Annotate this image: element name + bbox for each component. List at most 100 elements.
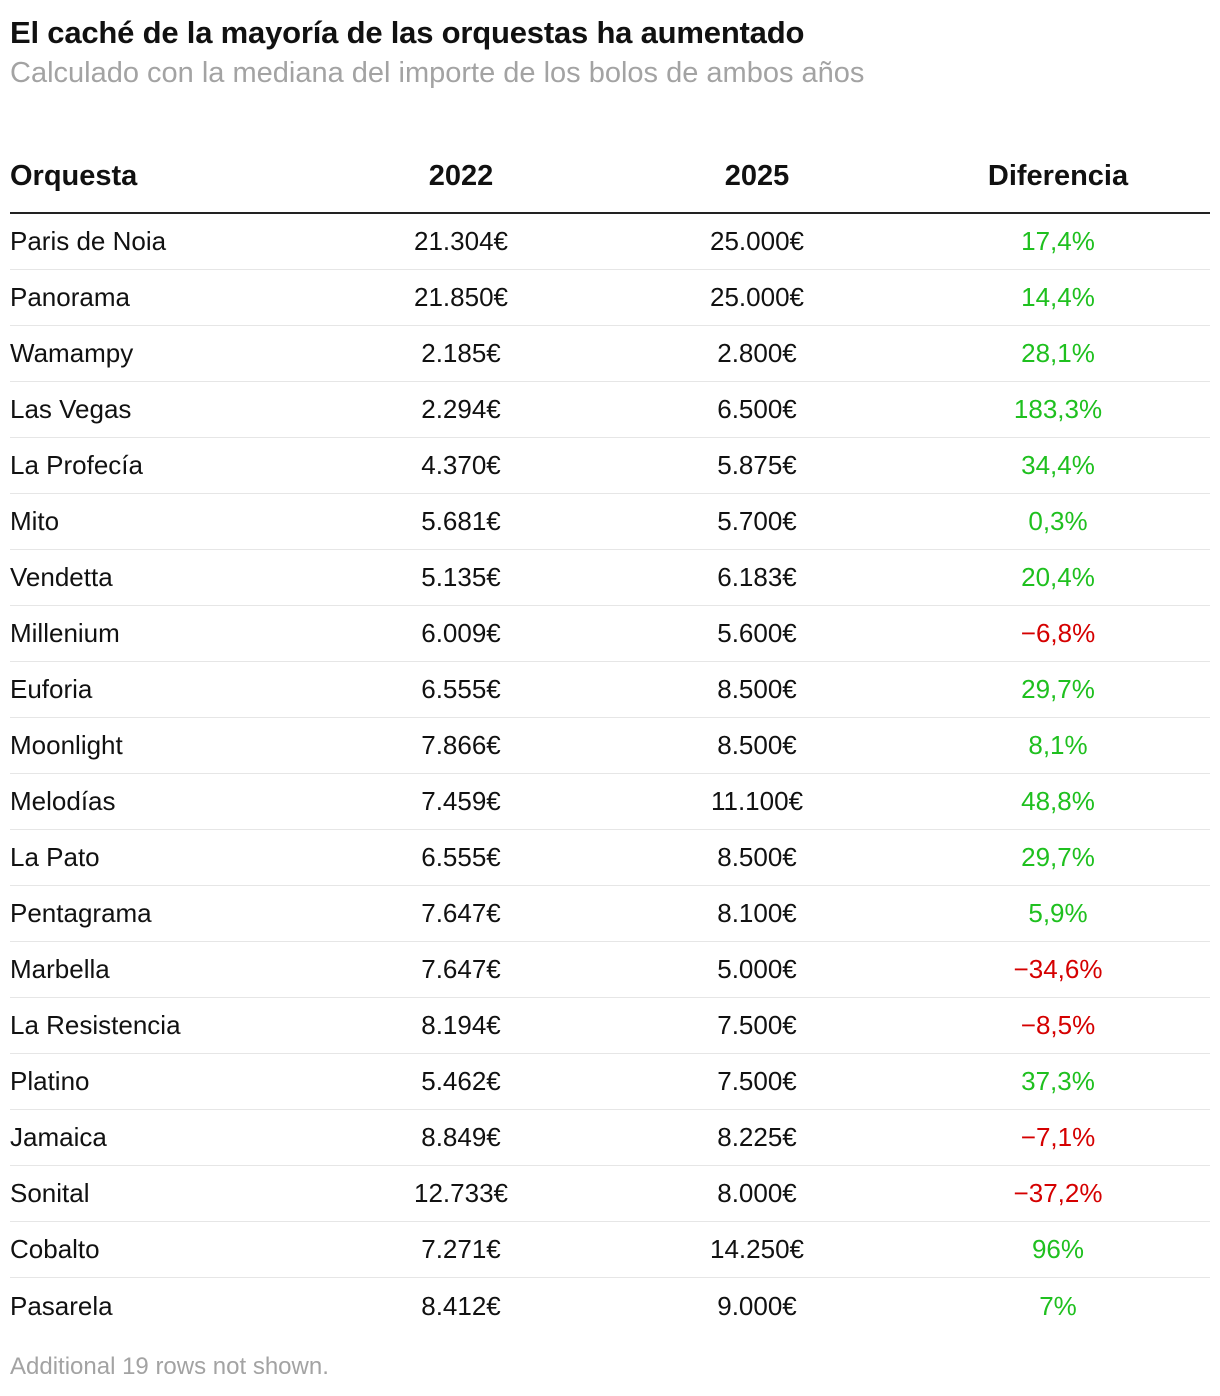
cell-orquesta: Las Vegas	[10, 394, 132, 424]
cell-2025: 8.500€	[717, 842, 797, 872]
cell-2022: 2.185€	[421, 338, 501, 368]
cell-orquesta: La Profecía	[10, 450, 143, 480]
cell-orquesta: Panorama	[10, 282, 130, 312]
table-header-row: Orquesta 2022 2025 Diferencia	[10, 140, 1210, 214]
cell-2022: 6.555€	[421, 842, 501, 872]
cell-2025: 8.000€	[717, 1178, 797, 1208]
cell-2022: 12.733€	[414, 1178, 508, 1208]
cell-2022: 7.459€	[421, 786, 501, 816]
table-row: Las Vegas 2.294€ 6.500€ 183,3%	[10, 382, 1210, 438]
cell-diferencia: 34,4%	[1021, 450, 1095, 480]
column-header-orquesta[interactable]: Orquesta	[10, 159, 138, 192]
cell-diferencia: 183,3%	[1013, 394, 1103, 424]
table-row: Pentagrama 7.647€ 8.100€ 5,9%	[10, 886, 1210, 942]
table-row: Paris de Noia 21.304€ 25.000€ 17,4%	[10, 214, 1210, 270]
table-row: Vendetta 5.135€ 6.183€ 20,4%	[10, 550, 1210, 606]
cell-orquesta: Pasarela	[10, 1290, 113, 1321]
cell-2025: 8.225€	[717, 1122, 797, 1152]
cell-orquesta: Marbella	[10, 954, 110, 984]
cell-diferencia: 17,4%	[1021, 226, 1095, 256]
cell-diferencia: 7%	[1039, 1290, 1077, 1321]
cell-diferencia: 29,7%	[1021, 842, 1095, 872]
cell-2022: 5.135€	[421, 562, 501, 592]
cell-diferencia: −34,6%	[1013, 954, 1103, 984]
cell-2022: 6.009€	[421, 618, 501, 648]
cell-diferencia: 5,9%	[1028, 898, 1088, 928]
cell-2022: 2.294€	[421, 394, 501, 424]
table-row: Melodías 7.459€ 11.100€ 48,8%	[10, 774, 1210, 830]
cell-diferencia: −8,5%	[1020, 1010, 1096, 1040]
cell-2025: 8.100€	[717, 898, 797, 928]
table-row: Euforia 6.555€ 8.500€ 29,7%	[10, 662, 1210, 718]
cell-2025: 11.100€	[710, 786, 804, 816]
cell-2025: 25.000€	[710, 226, 804, 256]
cell-orquesta: Cobalto	[10, 1234, 100, 1264]
cell-orquesta: Platino	[10, 1066, 90, 1096]
cell-2022: 8.849€	[421, 1122, 501, 1152]
cell-diferencia: 0,3%	[1028, 506, 1088, 536]
table-row: Sonital 12.733€ 8.000€ −37,2%	[10, 1166, 1210, 1222]
cell-2022: 5.681€	[421, 506, 501, 536]
table-body: Paris de Noia 21.304€ 25.000€ 17,4% Panorama…	[10, 214, 1210, 1334]
chart-title: El caché de la mayoría de las orquestas …	[10, 15, 805, 50]
table-row: Millenium 6.009€ 5.600€ −6,8%	[10, 606, 1210, 662]
cell-2022: 6.555€	[421, 674, 501, 704]
column-header-2025[interactable]: 2025	[724, 159, 790, 192]
cell-2025: 2.800€	[717, 338, 797, 368]
table-row: Panorama 21.850€ 25.000€ 14,4%	[10, 270, 1210, 326]
cell-2022: 7.866€	[421, 730, 501, 760]
cell-2025: 9.000€	[717, 1290, 797, 1321]
table-row: Moonlight 7.866€ 8.500€ 8,1%	[10, 718, 1210, 774]
table-row: La Profecía 4.370€ 5.875€ 34,4%	[10, 438, 1210, 494]
footnote: Additional 19 rows not shown.	[10, 1353, 329, 1380]
cell-2022: 7.271€	[421, 1234, 501, 1264]
cell-orquesta: Pentagrama	[10, 898, 152, 928]
cell-orquesta: Millenium	[10, 618, 120, 648]
table-row: Mito 5.681€ 5.700€ 0,3%	[10, 494, 1210, 550]
cell-diferencia: 8,1%	[1028, 730, 1088, 760]
cell-2022: 7.647€	[421, 898, 501, 928]
column-header-2022[interactable]: 2022	[428, 159, 494, 192]
cell-diferencia: 28,1%	[1021, 338, 1095, 368]
chart-subtitle: Calculado con la mediana del importe de …	[10, 57, 865, 89]
cell-orquesta: Euforia	[10, 674, 93, 704]
cell-diferencia: 20,4%	[1021, 562, 1095, 592]
cell-2022: 8.194€	[421, 1010, 501, 1040]
table-row: La Pato 6.555€ 8.500€ 29,7%	[10, 830, 1210, 886]
table-row: Platino 5.462€ 7.500€ 37,3%	[10, 1054, 1210, 1110]
cell-diferencia: 29,7%	[1021, 674, 1095, 704]
cell-diferencia: 96%	[1031, 1234, 1085, 1264]
cell-2022: 8.412€	[421, 1290, 501, 1321]
cell-2022: 5.462€	[421, 1066, 501, 1096]
cell-2025: 7.500€	[717, 1066, 797, 1096]
cell-orquesta: Moonlight	[10, 730, 123, 760]
cell-orquesta: Wamampy	[10, 338, 134, 368]
table-row: Marbella 7.647€ 5.000€ −34,6%	[10, 942, 1210, 998]
table-row: Wamampy 2.185€ 2.800€ 28,1%	[10, 326, 1210, 382]
table-row: Jamaica 8.849€ 8.225€ −7,1%	[10, 1110, 1210, 1166]
cell-orquesta: Vendetta	[10, 562, 113, 592]
cell-diferencia: −7,1%	[1020, 1122, 1096, 1152]
chart-container: El caché de la mayoría de las orquestas …	[10, 0, 1210, 1321]
cell-orquesta: La Resistencia	[10, 1010, 181, 1040]
cell-2025: 25.000€	[710, 282, 804, 312]
column-header-diferencia[interactable]: Diferencia	[987, 159, 1129, 192]
cell-2025: 5.875€	[717, 450, 797, 480]
cell-orquesta: Mito	[10, 506, 60, 536]
cell-2025: 5.600€	[717, 618, 797, 648]
cell-diferencia: 37,3%	[1021, 1066, 1095, 1096]
cell-orquesta: Jamaica	[10, 1122, 107, 1152]
cell-2025: 5.700€	[717, 506, 797, 536]
cell-orquesta: Sonital	[10, 1178, 90, 1208]
cell-2025: 6.183€	[717, 562, 797, 592]
table-row: La Resistencia 8.194€ 7.500€ −8,5%	[10, 998, 1210, 1054]
data-table: Orquesta 2022 2025 Diferencia Paris de N…	[10, 140, 1210, 1334]
cell-diferencia: 14,4%	[1021, 282, 1095, 312]
cell-orquesta: Paris de Noia	[10, 226, 167, 256]
table-row: Cobalto 7.271€ 14.250€ 96%	[10, 1222, 1210, 1278]
cell-diferencia: −6,8%	[1020, 618, 1096, 648]
cell-2025: 5.000€	[717, 954, 797, 984]
cell-2022: 21.304€	[414, 226, 508, 256]
cell-diferencia: −37,2%	[1013, 1178, 1103, 1208]
table-row: Pasarela 8.412€ 9.000€ 7%	[10, 1278, 1210, 1334]
